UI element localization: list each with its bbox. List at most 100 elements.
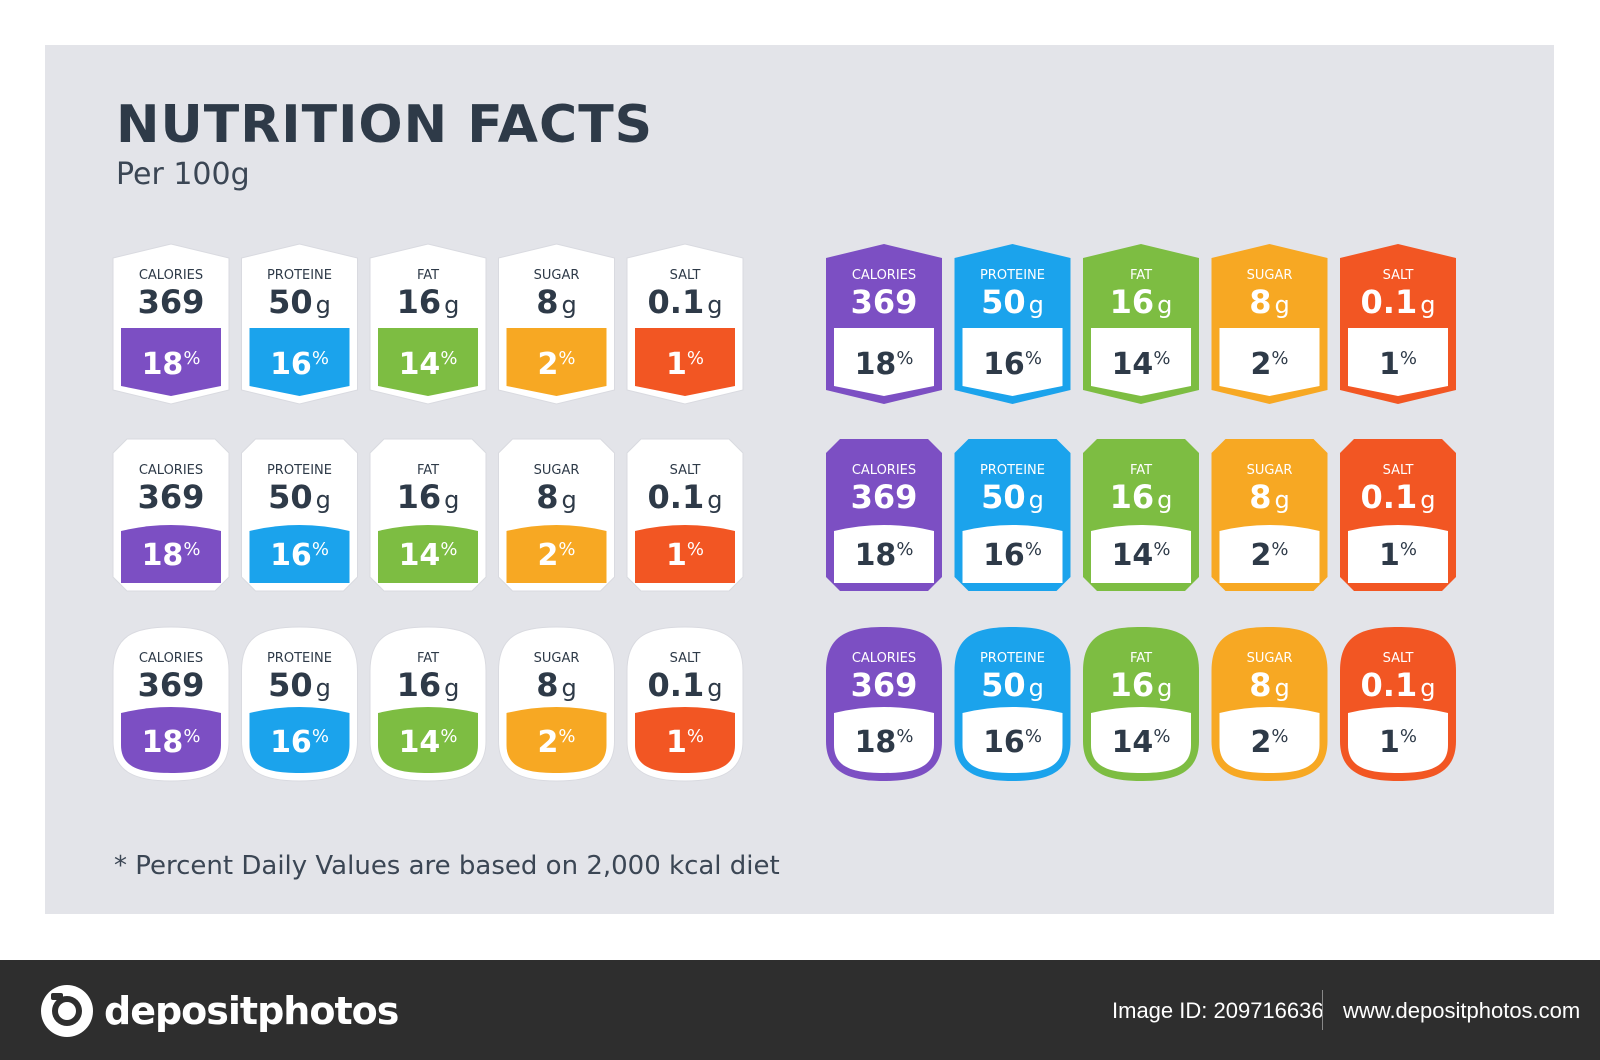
nutrient-name: CALORIES bbox=[852, 651, 916, 666]
daily-percent: 1% bbox=[1379, 725, 1417, 760]
daily-percent: 14% bbox=[1112, 347, 1171, 382]
nutrient-name: SUGAR bbox=[1247, 268, 1293, 283]
daily-percent: 2% bbox=[538, 538, 576, 573]
nutrient-value: 0.1 g bbox=[648, 478, 723, 516]
percent-band bbox=[834, 525, 934, 583]
percent-band bbox=[1091, 328, 1191, 396]
nutrient-value: 369 bbox=[138, 283, 205, 321]
nutrient-name: SALT bbox=[1383, 463, 1414, 478]
percent-band bbox=[635, 525, 735, 583]
daily-percent: 14% bbox=[399, 538, 458, 573]
nutrient-value: 16 g bbox=[1110, 478, 1173, 516]
nutrient-name: SALT bbox=[670, 651, 701, 666]
nutrient-name: SALT bbox=[1383, 268, 1414, 283]
nutrient-value: 16 g bbox=[397, 478, 460, 516]
percent-band bbox=[506, 328, 607, 396]
nutrient-name: SUGAR bbox=[1247, 463, 1293, 478]
percent-band bbox=[249, 525, 350, 583]
nutrient-name: PROTEINE bbox=[267, 268, 332, 283]
percent-band bbox=[962, 525, 1063, 583]
nutrient-value: 16 g bbox=[1110, 666, 1173, 704]
nutrient-name: FAT bbox=[1130, 651, 1152, 666]
percent-band bbox=[1219, 707, 1320, 773]
daily-percent: 14% bbox=[399, 725, 458, 760]
page-title: NUTRITION FACTS bbox=[116, 95, 654, 155]
nutrient-name: FAT bbox=[1130, 268, 1152, 283]
nutrient-value: 369 bbox=[851, 283, 918, 321]
nutrient-name: CALORIES bbox=[139, 463, 203, 478]
percent-band bbox=[1348, 525, 1448, 583]
nutrient-value: 369 bbox=[851, 478, 918, 516]
nutrient-name: PROTEINE bbox=[980, 268, 1045, 283]
percent-band bbox=[834, 707, 934, 773]
nutrient-name: FAT bbox=[417, 463, 439, 478]
nutrient-name: CALORIES bbox=[852, 463, 916, 478]
percent-band bbox=[962, 328, 1063, 396]
footer-divider bbox=[1322, 990, 1323, 1030]
percent-band bbox=[506, 525, 607, 583]
daily-percent: 16% bbox=[983, 725, 1042, 760]
nutrient-name: CALORIES bbox=[139, 651, 203, 666]
percent-band bbox=[121, 707, 221, 773]
nutrient-name: FAT bbox=[417, 651, 439, 666]
daily-percent: 14% bbox=[1112, 538, 1171, 573]
daily-percent: 2% bbox=[538, 725, 576, 760]
nutrient-name: SALT bbox=[670, 463, 701, 478]
nutrient-name: CALORIES bbox=[139, 268, 203, 283]
nutrient-value: 16 g bbox=[1110, 283, 1173, 321]
percent-band bbox=[506, 707, 607, 773]
footer-bar: depositphotos Image ID: 209716636 www.de… bbox=[0, 960, 1600, 1060]
nutrient-name: PROTEINE bbox=[267, 463, 332, 478]
nutrient-value: 0.1 g bbox=[1361, 478, 1436, 516]
daily-percent: 1% bbox=[1379, 538, 1417, 573]
nutrient-value: 50 g bbox=[268, 666, 331, 704]
daily-percent: 18% bbox=[142, 538, 201, 573]
nutrient-name: SUGAR bbox=[1247, 651, 1293, 666]
nutrient-value: 50 g bbox=[268, 283, 331, 321]
percent-band bbox=[962, 707, 1063, 773]
percent-band bbox=[1219, 328, 1320, 396]
percent-band bbox=[378, 525, 478, 583]
nutrient-name: SALT bbox=[1383, 651, 1414, 666]
nutrient-name: FAT bbox=[417, 268, 439, 283]
nutrient-name: SUGAR bbox=[534, 651, 580, 666]
percent-band bbox=[378, 328, 478, 396]
daily-percent: 18% bbox=[142, 725, 201, 760]
daily-percent: 14% bbox=[399, 347, 458, 382]
percent-band bbox=[635, 328, 735, 396]
nutrient-value: 369 bbox=[138, 666, 205, 704]
percent-band bbox=[121, 328, 221, 396]
nutrient-name: PROTEINE bbox=[980, 463, 1045, 478]
percent-band bbox=[121, 525, 221, 583]
nutrient-name: CALORIES bbox=[852, 268, 916, 283]
daily-percent: 1% bbox=[666, 538, 704, 573]
camera-icon bbox=[41, 985, 93, 1037]
percent-band bbox=[378, 707, 478, 773]
daily-percent: 16% bbox=[983, 538, 1042, 573]
daily-percent: 1% bbox=[1379, 347, 1417, 382]
daily-percent: 18% bbox=[855, 347, 914, 382]
daily-percent: 2% bbox=[1251, 725, 1289, 760]
brand-logo: depositphotos bbox=[40, 984, 399, 1038]
nutrient-value: 0.1 g bbox=[1361, 666, 1436, 704]
daily-percent: 18% bbox=[855, 538, 914, 573]
percent-band bbox=[635, 707, 735, 773]
site-url[interactable]: www.depositphotos.com bbox=[1343, 998, 1581, 1023]
